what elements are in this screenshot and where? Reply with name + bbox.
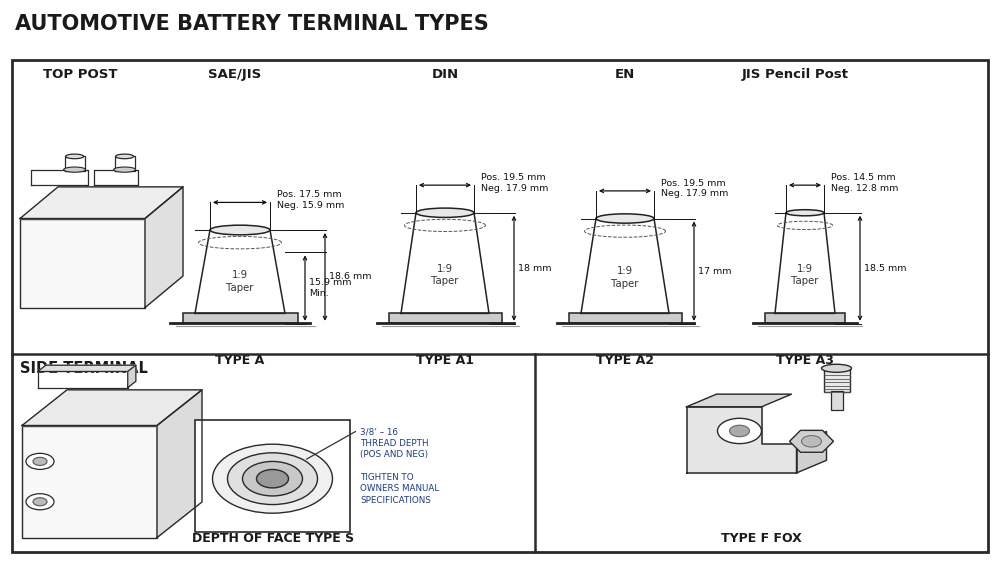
Polygon shape (128, 365, 136, 388)
Polygon shape (38, 365, 136, 371)
Ellipse shape (116, 154, 134, 159)
Bar (20, 218, 145, 308)
Text: TYPE A: TYPE A (215, 354, 265, 367)
Text: SIDE TERMINAL: SIDE TERMINAL (20, 361, 148, 375)
Text: 18 mm: 18 mm (518, 264, 552, 273)
Text: AUTOMOTIVE BATTERY TERMINAL TYPES: AUTOMOTIVE BATTERY TERMINAL TYPES (15, 14, 489, 34)
Text: DIN: DIN (431, 68, 459, 81)
Bar (824, 369, 850, 392)
Polygon shape (581, 218, 669, 313)
Text: EN: EN (615, 68, 635, 81)
Ellipse shape (66, 154, 84, 159)
Bar (12, 60, 988, 552)
Text: Neg. 15.9 mm: Neg. 15.9 mm (277, 201, 344, 210)
Ellipse shape (114, 167, 136, 172)
Text: 1:9
Taper: 1:9 Taper (226, 270, 254, 293)
Text: 18.6 mm: 18.6 mm (329, 273, 371, 281)
Text: 1:9
Taper: 1:9 Taper (791, 264, 819, 286)
Text: 1:9
Taper: 1:9 Taper (611, 266, 639, 289)
Circle shape (26, 494, 54, 510)
Text: 1:9
Taper: 1:9 Taper (431, 264, 459, 286)
Text: 18.5 mm: 18.5 mm (864, 264, 907, 273)
Polygon shape (195, 230, 285, 313)
Text: SAE/JIS: SAE/JIS (208, 68, 262, 81)
Bar (830, 391, 842, 409)
Circle shape (730, 425, 750, 437)
Circle shape (33, 498, 47, 506)
Polygon shape (20, 187, 183, 218)
Text: JIS Pencil Post: JIS Pencil Post (742, 68, 848, 81)
Text: Neg. 17.9 mm: Neg. 17.9 mm (661, 189, 728, 198)
Circle shape (718, 419, 762, 444)
Text: 15.9 mm
Min.: 15.9 mm Min. (309, 278, 352, 298)
Circle shape (33, 457, 47, 465)
Ellipse shape (64, 167, 86, 172)
Text: TYPE A2: TYPE A2 (596, 354, 654, 367)
Text: Pos. 17.5 mm: Pos. 17.5 mm (277, 190, 342, 200)
Text: Pos. 19.5 mm: Pos. 19.5 mm (661, 179, 726, 188)
Polygon shape (401, 213, 489, 313)
Ellipse shape (786, 210, 824, 216)
Text: Neg. 17.9 mm: Neg. 17.9 mm (481, 183, 548, 193)
Text: TOP POST: TOP POST (43, 68, 117, 81)
Circle shape (212, 444, 332, 513)
Bar (22, 426, 157, 538)
Polygon shape (687, 407, 797, 473)
Polygon shape (22, 390, 202, 426)
Circle shape (802, 436, 822, 447)
Text: TYPE A1: TYPE A1 (416, 354, 474, 367)
Bar (568, 313, 682, 323)
Ellipse shape (596, 214, 654, 223)
Text: Pos. 14.5 mm: Pos. 14.5 mm (831, 173, 896, 182)
Ellipse shape (416, 208, 474, 217)
Bar (765, 313, 845, 323)
Circle shape (242, 461, 302, 496)
Polygon shape (687, 394, 792, 407)
Polygon shape (797, 431, 827, 473)
Text: TYPE F FOX: TYPE F FOX (721, 532, 802, 545)
Bar (388, 313, 502, 323)
Polygon shape (145, 187, 183, 308)
Circle shape (228, 453, 318, 505)
Ellipse shape (210, 225, 270, 235)
Polygon shape (775, 213, 835, 313)
Text: 3/8’ – 16
THREAD DEPTH
(POS AND NEG)

TIGHTEN TO
OWNERS MANUAL
SPECIFICATIONS: 3/8’ – 16 THREAD DEPTH (POS AND NEG) TIG… (360, 427, 439, 505)
Text: Neg. 12.8 mm: Neg. 12.8 mm (831, 183, 898, 193)
Ellipse shape (822, 365, 852, 373)
Text: 17 mm: 17 mm (698, 267, 732, 275)
Bar (182, 313, 298, 323)
Polygon shape (157, 390, 202, 538)
Text: TYPE A3: TYPE A3 (776, 354, 834, 367)
Text: DEPTH OF FACE TYPE S: DEPTH OF FACE TYPE S (192, 532, 355, 545)
Text: Pos. 19.5 mm: Pos. 19.5 mm (481, 173, 546, 182)
Circle shape (26, 453, 54, 469)
Circle shape (256, 469, 288, 488)
Bar (195, 420, 350, 532)
